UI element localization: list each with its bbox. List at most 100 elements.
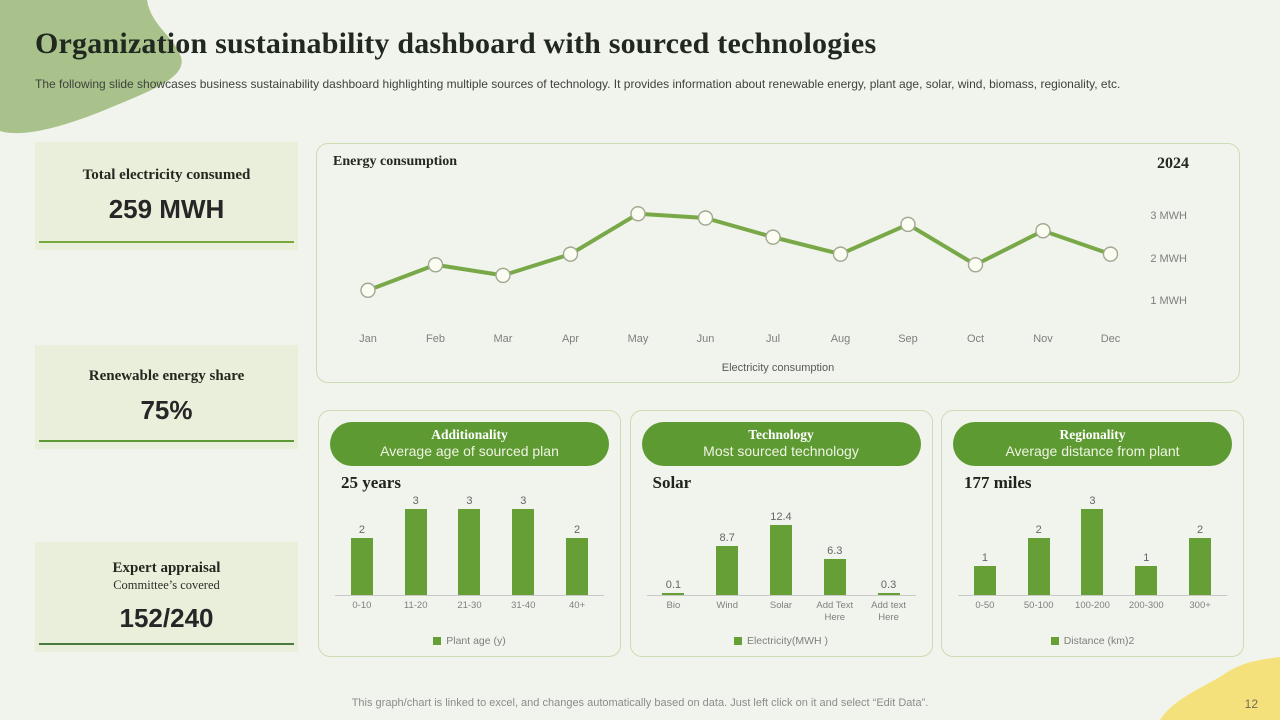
- bar-chart-categories: 0-10 11-20 21-30 31-40 40+: [335, 595, 604, 612]
- x-axis-month-label: Oct: [967, 333, 984, 345]
- bar: [877, 593, 900, 595]
- legend-label: Electricity(MWH ): [746, 635, 829, 647]
- bar: [1189, 538, 1212, 595]
- legend: Plant age (y): [319, 635, 620, 647]
- bar-column: 2: [350, 524, 373, 595]
- kpi-underline: [39, 241, 294, 243]
- panel-header-pill: Technology Most sourced technology: [641, 422, 921, 466]
- category-label: 100-200: [1075, 600, 1110, 611]
- bar-column: 2: [566, 524, 589, 595]
- bar-value-label: 8.7: [719, 532, 735, 544]
- category-label: 31-40: [511, 600, 536, 611]
- bar-value-label: 2: [574, 524, 581, 536]
- bar-column: 1: [1135, 552, 1158, 595]
- x-axis-caption: Electricity consumption: [721, 362, 835, 374]
- data-point-marker: [1102, 246, 1119, 262]
- bar: [1027, 538, 1050, 595]
- bar: [1135, 566, 1158, 595]
- kpi-title: Renewable energy share: [88, 368, 245, 384]
- bar: [973, 566, 996, 595]
- category-label: 11-20: [403, 600, 428, 611]
- kpi-title: Expert appraisal: [112, 560, 221, 576]
- x-axis-month-label: Feb: [426, 333, 445, 345]
- panel-subtitle: Average distance from plant: [1005, 443, 1180, 459]
- bar-column: 12.4: [769, 511, 792, 595]
- category-label: Wind: [716, 600, 739, 611]
- category-label: 300+: [1189, 600, 1211, 611]
- data-point-marker: [967, 257, 984, 273]
- legend-swatch-icon: [733, 637, 742, 645]
- panel-title: Technology: [748, 427, 814, 442]
- bar-column: 0.3: [877, 579, 900, 595]
- panel-subtitle: Average age of sourced plan: [380, 443, 559, 459]
- bar: [512, 509, 535, 595]
- x-axis-month-label: Sep: [898, 333, 918, 345]
- bar: [716, 546, 739, 595]
- bar-value-label: 3: [520, 495, 527, 507]
- legend: Distance (km)2: [942, 635, 1243, 647]
- panel-subtitle: Most sourced technology: [703, 443, 859, 459]
- kpi-value: 259 MWH: [108, 194, 225, 224]
- bar-column: 6.3: [823, 545, 846, 595]
- bar-value-label: 0.3: [880, 579, 897, 591]
- kpi-card-expert-appraisal: Expert appraisal Committee’s covered 152…: [35, 542, 298, 652]
- legend-swatch-icon: [1050, 637, 1059, 645]
- data-point-marker: [495, 267, 511, 284]
- technology-panel: Technology Most sourced technology Solar…: [629, 410, 933, 657]
- regionality-panel: Regionality Average distance from plant …: [941, 410, 1244, 657]
- energy-line-chart: Jan Feb Mar Apr May Jun Jul Aug Sep Oct Nov Dec: [359, 206, 1121, 345]
- bar-column: 0.1: [662, 579, 685, 595]
- bar-value-label: 3: [1089, 495, 1096, 507]
- bar-column: 3: [458, 495, 481, 595]
- data-point-marker: [630, 206, 646, 222]
- kpi-card-renewable-share: Renewable energy share 75%: [35, 345, 298, 449]
- bar-column: 3: [512, 495, 535, 595]
- kpi-title: Total electricity consumed: [82, 167, 251, 183]
- x-axis-month-label: Jan: [359, 333, 377, 345]
- category-label: Add Text Here: [816, 600, 854, 624]
- category-label: 200-300: [1128, 600, 1164, 611]
- bar: [823, 559, 846, 595]
- bar-column: 1: [973, 552, 996, 595]
- kpi-subtitle: Committee’s covered: [113, 578, 220, 592]
- data-point-marker: [765, 229, 781, 245]
- category-label: 50-100: [1023, 600, 1054, 611]
- bar: [404, 509, 427, 595]
- data-point-marker: [900, 216, 916, 233]
- data-point-marker: [1035, 223, 1051, 239]
- category-label: 21-30: [457, 600, 482, 611]
- panel-title: Additionality: [431, 427, 508, 442]
- bar: [1081, 509, 1104, 595]
- bar-chart-categories: Bio Wind Solar Add Text Here Add text Here: [646, 595, 916, 625]
- category-label: Bio: [666, 600, 681, 611]
- kpi-card-total-electricity: Total electricity consumed 259 MWH: [35, 142, 298, 250]
- panel-stat: 177 miles: [964, 473, 1032, 492]
- data-point-marker: [562, 246, 579, 262]
- legend-label: Distance (km)2: [1063, 635, 1135, 647]
- bar-panels-row: Additionality Average age of sourced pla…: [318, 410, 1244, 657]
- panel-header-pill: Regionality Average distance from plant: [953, 422, 1232, 466]
- bar-chart-categories: 0-50 50-100 100-200 200-300 300+: [958, 595, 1227, 612]
- panel-stat: Solar: [652, 473, 692, 492]
- yellow-blob-decoration: [1160, 657, 1280, 720]
- kpi-value: 75%: [140, 395, 193, 425]
- line-chart-title: Energy consumption: [333, 154, 458, 169]
- kpi-underline: [39, 440, 294, 442]
- bar-value-label: 12.4: [770, 511, 792, 523]
- x-axis-month-label: Mar: [494, 333, 513, 345]
- bar-value-label: 0.1: [665, 579, 682, 591]
- panel-header-pill: Additionality Average age of sourced pla…: [330, 422, 609, 466]
- additionality-panel: Additionality Average age of sourced pla…: [318, 410, 621, 657]
- bar: [350, 538, 373, 595]
- x-axis-month-label: Aug: [831, 333, 851, 345]
- bar-value-label: 3: [412, 495, 419, 507]
- category-label: 40+: [569, 600, 586, 611]
- kpi-value: 152/240: [119, 603, 214, 633]
- bar: [458, 509, 481, 595]
- y-axis-tick-2mwh: 2 MWH: [1150, 253, 1187, 265]
- x-axis-month-label: Nov: [1033, 333, 1053, 345]
- bar-value-label: 2: [358, 524, 365, 536]
- page-subtitle: The following slide showcases business s…: [35, 77, 1121, 91]
- legend-swatch-icon: [433, 637, 442, 645]
- x-axis-month-label: Jul: [766, 333, 780, 345]
